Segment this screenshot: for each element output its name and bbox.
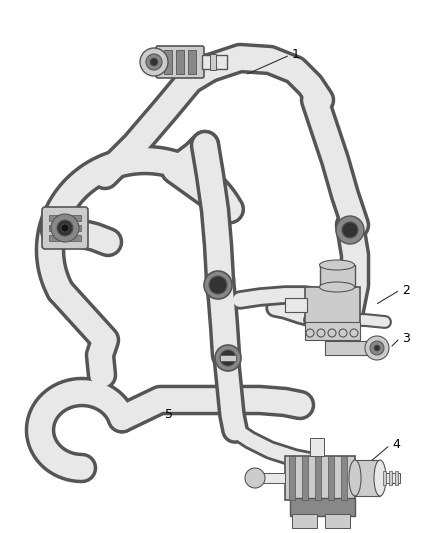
Circle shape [365, 336, 389, 360]
Bar [220, 355, 236, 361]
Text: 2: 2 [402, 284, 410, 296]
Bar [380, 473, 400, 483]
Circle shape [220, 350, 236, 366]
Bar [389, 471, 392, 485]
Bar [285, 456, 355, 500]
FancyBboxPatch shape [156, 46, 204, 78]
Circle shape [209, 276, 227, 294]
Bar [325, 341, 375, 355]
Bar [255, 473, 285, 483]
Circle shape [374, 345, 380, 351]
Bar [202, 55, 227, 69]
Bar [305, 287, 360, 323]
Bar [49, 215, 81, 221]
Bar [395, 471, 398, 485]
Circle shape [146, 54, 162, 70]
Text: 4: 4 [392, 439, 400, 451]
Bar [289, 456, 295, 500]
Ellipse shape [374, 460, 386, 496]
Bar [49, 235, 81, 241]
Bar [302, 456, 308, 500]
Bar [49, 225, 81, 231]
Bar [341, 456, 347, 500]
Bar [315, 456, 321, 500]
Circle shape [245, 468, 265, 488]
Text: 1: 1 [292, 49, 300, 61]
Bar [188, 50, 196, 74]
Ellipse shape [319, 260, 354, 270]
Bar [310, 438, 324, 456]
Bar [320, 265, 355, 287]
Circle shape [336, 216, 364, 244]
Bar [285, 298, 307, 312]
Circle shape [215, 345, 241, 371]
Circle shape [57, 220, 73, 236]
Bar [292, 514, 317, 528]
Bar [164, 50, 172, 74]
FancyBboxPatch shape [42, 207, 88, 249]
Bar [325, 514, 350, 528]
Bar [290, 498, 355, 516]
Text: 3: 3 [402, 332, 410, 344]
Circle shape [204, 271, 232, 299]
Bar [305, 322, 360, 340]
Circle shape [51, 214, 79, 242]
Circle shape [342, 222, 358, 238]
Text: 5: 5 [165, 408, 173, 422]
Bar [383, 471, 386, 485]
Circle shape [61, 224, 69, 232]
Circle shape [370, 341, 384, 355]
Bar [210, 54, 216, 70]
Bar [176, 50, 184, 74]
Ellipse shape [349, 460, 361, 496]
Bar [355, 460, 380, 496]
Ellipse shape [319, 282, 354, 292]
Circle shape [140, 48, 168, 76]
Bar [328, 456, 334, 500]
Circle shape [150, 58, 158, 66]
